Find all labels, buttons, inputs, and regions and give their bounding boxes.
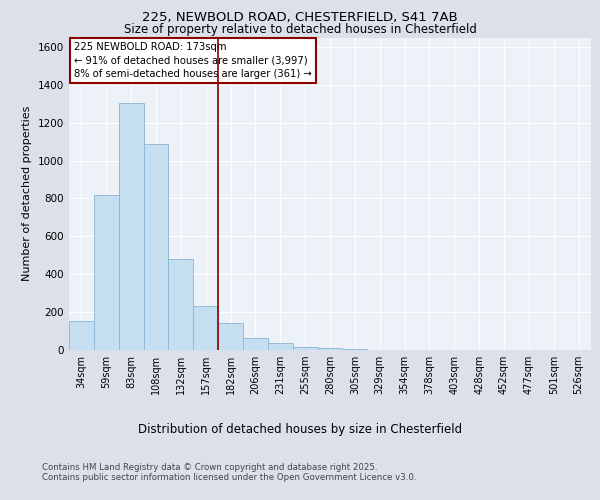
Bar <box>169 259 193 350</box>
Bar <box>293 347 317 350</box>
Bar <box>143 144 169 350</box>
Text: Size of property relative to detached houses in Chesterfield: Size of property relative to detached ho… <box>124 22 476 36</box>
Y-axis label: Number of detached properties: Number of detached properties <box>22 106 32 282</box>
Text: Contains HM Land Registry data © Crown copyright and database right 2025.: Contains HM Land Registry data © Crown c… <box>42 462 377 471</box>
Bar <box>243 338 268 350</box>
Text: 225, NEWBOLD ROAD, CHESTERFIELD, S41 7AB: 225, NEWBOLD ROAD, CHESTERFIELD, S41 7AB <box>142 12 458 24</box>
Text: Contains public sector information licensed under the Open Government Licence v3: Contains public sector information licen… <box>42 472 416 482</box>
Text: Distribution of detached houses by size in Chesterfield: Distribution of detached houses by size … <box>138 422 462 436</box>
Bar <box>69 320 94 350</box>
Bar <box>193 306 218 350</box>
Bar <box>218 322 243 350</box>
Bar <box>317 348 343 350</box>
Bar <box>94 194 119 350</box>
Bar <box>119 103 143 350</box>
Text: 225 NEWBOLD ROAD: 173sqm
← 91% of detached houses are smaller (3,997)
8% of semi: 225 NEWBOLD ROAD: 173sqm ← 91% of detach… <box>74 42 312 78</box>
Bar <box>268 344 293 350</box>
